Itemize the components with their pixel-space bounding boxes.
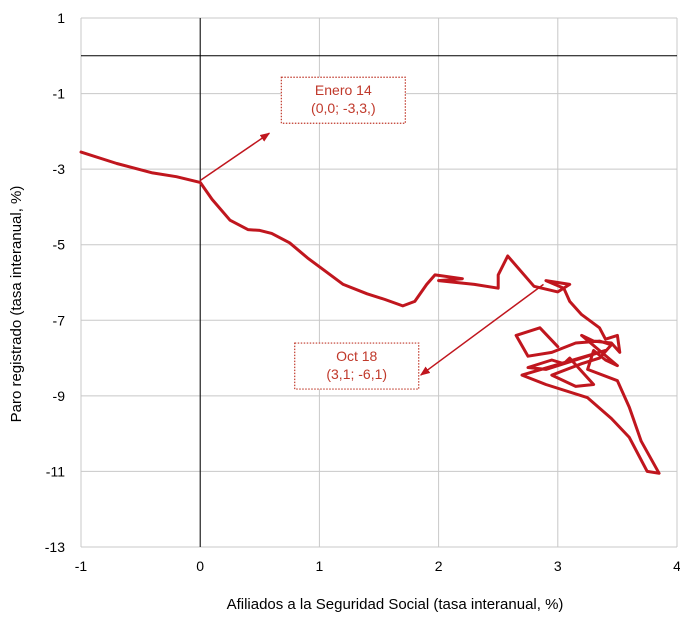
- y-tick-label: -3: [53, 161, 66, 177]
- y-tick-label: -1: [53, 86, 66, 102]
- annotation-arrow: [199, 132, 271, 182]
- annotations: Enero 14 (0,0; -3,3,) Oct 18 (3,1; -6,1): [199, 76, 544, 390]
- x-tick-label: 0: [196, 558, 204, 574]
- annotation-label: Enero 14: [315, 82, 372, 98]
- x-tick-label: -1: [75, 558, 88, 574]
- series-layer: [79, 150, 661, 475]
- annotation-label: Oct 18: [336, 348, 377, 364]
- annotation-callout: Oct 18 (3,1; -6,1): [294, 283, 544, 390]
- y-tick-label: -13: [45, 539, 65, 555]
- y-tick-label: -5: [53, 237, 66, 253]
- y-axis-title: Paro registrado (tasa interanual, %): [8, 186, 25, 423]
- annotation-callout: Enero 14 (0,0; -3,3,): [199, 76, 406, 182]
- y-tick-label: -9: [53, 388, 66, 404]
- x-tick-label: 2: [435, 558, 443, 574]
- y-tick-label: -7: [53, 312, 66, 328]
- x-axis-title: Afiliados a la Seguridad Social (tasa in…: [227, 596, 564, 613]
- y-tick-label: 1: [57, 10, 65, 26]
- annotation-box: [294, 342, 420, 390]
- annotation-label: (0,0; -3,3,): [311, 100, 376, 116]
- x-tick-label: 3: [554, 558, 562, 574]
- annotation-box: [280, 76, 406, 124]
- tick-labels: -1 0 1 2 3 4 1 -1 -3 -5 -7 -9 -11 -13: [45, 10, 680, 574]
- annotation-label: (3,1; -6,1): [326, 366, 387, 382]
- annotation-arrow: [419, 283, 544, 376]
- x-tick-label: 1: [316, 558, 324, 574]
- axes: [81, 18, 677, 547]
- y-tick-label: -11: [46, 463, 65, 479]
- x-tick-label: 4: [673, 558, 680, 574]
- series-line: [79, 150, 661, 475]
